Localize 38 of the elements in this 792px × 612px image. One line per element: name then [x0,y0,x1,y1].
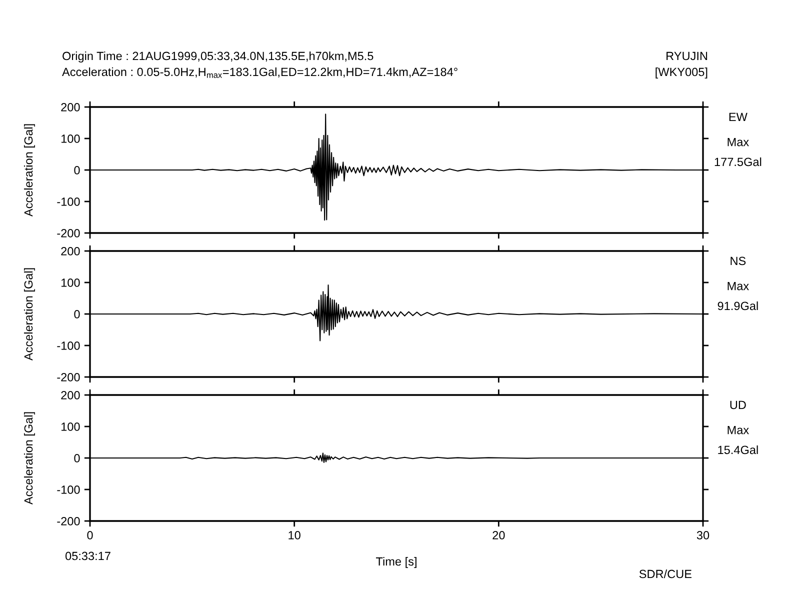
y-axis-title: Acceleration [Gal] [24,124,35,217]
y-axis-title: Acceleration [Gal] [24,268,35,361]
y-tick-label: 200 [61,103,80,112]
y-tick-label: 100 [61,278,80,287]
text: UD [730,400,746,410]
y-tick-label: 100 [61,422,80,431]
text: [WKY005] [656,67,708,78]
y-tick-label: 0 [74,454,80,462]
text: Max [728,426,749,434]
y-tick-label: -200 [57,373,80,382]
chart-subtitle: Acceleration : 0.05-5.0Hz,H$_{max}$=183.1Gal,ED=12.2km,HD=71.4km,AZ=184° [62,67,458,78]
y-tick-label: -100 [57,198,80,206]
y-tick-label: -100 [57,486,80,494]
y-tick-label: 200 [61,247,80,256]
y-tick-label: 100 [61,134,80,143]
text: 15.4Gal [718,445,758,454]
y-tick-label: -200 [57,229,80,238]
x-tick-label: 0 [87,531,93,540]
y-tick-label: 0 [74,166,80,174]
text: RYUJIN [666,52,708,60]
text: Max [728,282,749,290]
x-tick-label: 30 [696,531,710,540]
text: SDR/CUE [639,569,692,578]
y-tick-label: -200 [57,517,80,526]
text: Max [728,138,749,146]
text: 91.9Gal [718,301,758,310]
x-axis-title: Time [s] [376,557,416,568]
chart-title: Origin Time : 21AUG1999,05:33,34.0N,135.5E,h70km,M5.5 [62,52,374,62]
text: NS [730,256,746,266]
y-tick-label: 0 [74,310,80,318]
y-axis-title: Acceleration [Gal] [24,412,35,505]
x-tick-label: 20 [492,531,505,540]
y-tick-label: 200 [61,391,80,400]
y-tick-label: -100 [57,342,80,350]
x-tick-label: 10 [288,531,300,540]
text: EW [729,112,748,122]
text: 05:33:17 [65,552,110,560]
text: 177.5Gal [714,157,762,166]
